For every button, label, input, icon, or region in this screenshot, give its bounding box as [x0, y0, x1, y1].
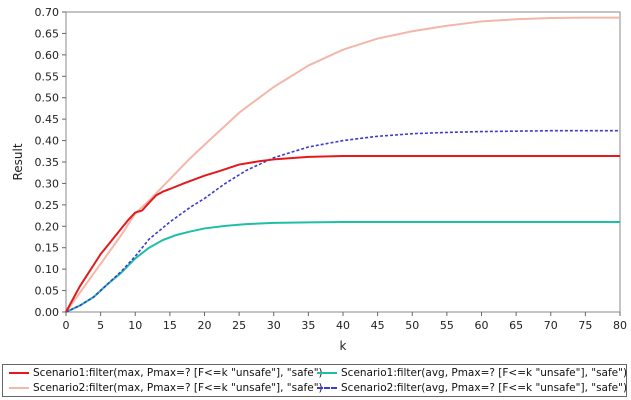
series-line-1 [65, 221, 620, 313]
x-tick-label: 0 [63, 319, 70, 332]
legend-label-scenario1-max: Scenario1:filter(max, Pmax=? [F<=k "unsa… [33, 367, 323, 379]
x-tick-label: 70 [544, 319, 558, 332]
legend-swatch-scenario2-max [9, 387, 29, 389]
x-tick-label: 10 [128, 319, 142, 332]
x-tick-label: 30 [267, 319, 281, 332]
y-tick-label: 0.15 [35, 242, 60, 255]
x-tick-label: 45 [371, 319, 385, 332]
x-tick-label: 5 [97, 319, 104, 332]
x-tick-label: 75 [578, 319, 592, 332]
y-tick-label: 0.45 [35, 113, 60, 126]
legend-swatch-scenario1-max [9, 372, 29, 374]
x-axis-ticks: 0 5 10 15 20 25 30 35 40 45 50 55 60 65 70 75 80 [63, 312, 627, 332]
y-tick-label: 0.00 [35, 306, 60, 319]
x-tick-label: 40 [336, 319, 350, 332]
x-tick-label: 60 [475, 319, 489, 332]
legend-swatch-scenario2-avg [317, 387, 337, 389]
y-tick-label: 0.30 [35, 177, 60, 190]
y-tick-label: 0.10 [35, 263, 60, 276]
x-tick-label: 20 [198, 319, 212, 332]
legend-label-scenario1-avg: Scenario1:filter(avg, Pmax=? [F<=k "unsa… [341, 367, 628, 379]
y-tick-label: 0.60 [35, 49, 60, 62]
y-tick-label: 0.25 [35, 199, 60, 212]
x-tick-label: 50 [405, 319, 419, 332]
legend-item-scenario1-max: Scenario1:filter(max, Pmax=? [F<=k "unsa… [9, 367, 323, 379]
x-tick-label: 35 [301, 319, 315, 332]
legend-item-scenario2-max: Scenario2:filter(max, Pmax=? [F<=k "unsa… [9, 382, 323, 394]
y-tick-label: 0.65 [35, 27, 60, 40]
x-tick-label: 65 [509, 319, 523, 332]
series-line-3 [65, 129, 620, 313]
legend-label-scenario2-avg: Scenario2:filter(avg, Pmax=? [F<=k "unsa… [341, 382, 628, 394]
y-axis-ticks: 0.00 0.05 0.10 0.15 0.20 0.25 0.30 0.35 0.40 0.45… [35, 6, 66, 319]
legend-item-scenario2-avg: Scenario2:filter(avg, Pmax=? [F<=k "unsa… [317, 382, 627, 394]
x-axis-label: k [340, 339, 347, 353]
x-tick-label: 25 [232, 319, 246, 332]
plot-area [65, 11, 621, 313]
y-tick-label: 0.70 [35, 6, 60, 19]
legend-swatch-scenario1-avg [317, 372, 337, 374]
y-tick-label: 0.05 [35, 285, 60, 298]
series-line-2 [65, 16, 620, 313]
legend: Scenario1:filter(max, Pmax=? [F<=k "unsa… [2, 364, 627, 397]
x-tick-label: 55 [440, 319, 454, 332]
y-tick-label: 0.35 [35, 156, 60, 169]
series-line-0 [65, 155, 620, 313]
legend-label-scenario2-max: Scenario2:filter(max, Pmax=? [F<=k "unsa… [33, 382, 323, 394]
x-tick-label: 15 [163, 319, 177, 332]
y-tick-label: 0.20 [35, 220, 60, 233]
y-tick-label: 0.50 [35, 92, 60, 105]
y-axis-label: Result [11, 143, 25, 180]
line-chart: 0.00 0.05 0.10 0.15 0.20 0.25 0.30 0.35 0.40 0.45… [11, 6, 627, 353]
series-layer [65, 16, 620, 313]
legend-item-scenario1-avg: Scenario1:filter(avg, Pmax=? [F<=k "unsa… [317, 367, 627, 379]
y-tick-label: 0.55 [35, 70, 60, 83]
x-tick-label: 80 [613, 319, 627, 332]
y-tick-label: 0.40 [35, 135, 60, 148]
